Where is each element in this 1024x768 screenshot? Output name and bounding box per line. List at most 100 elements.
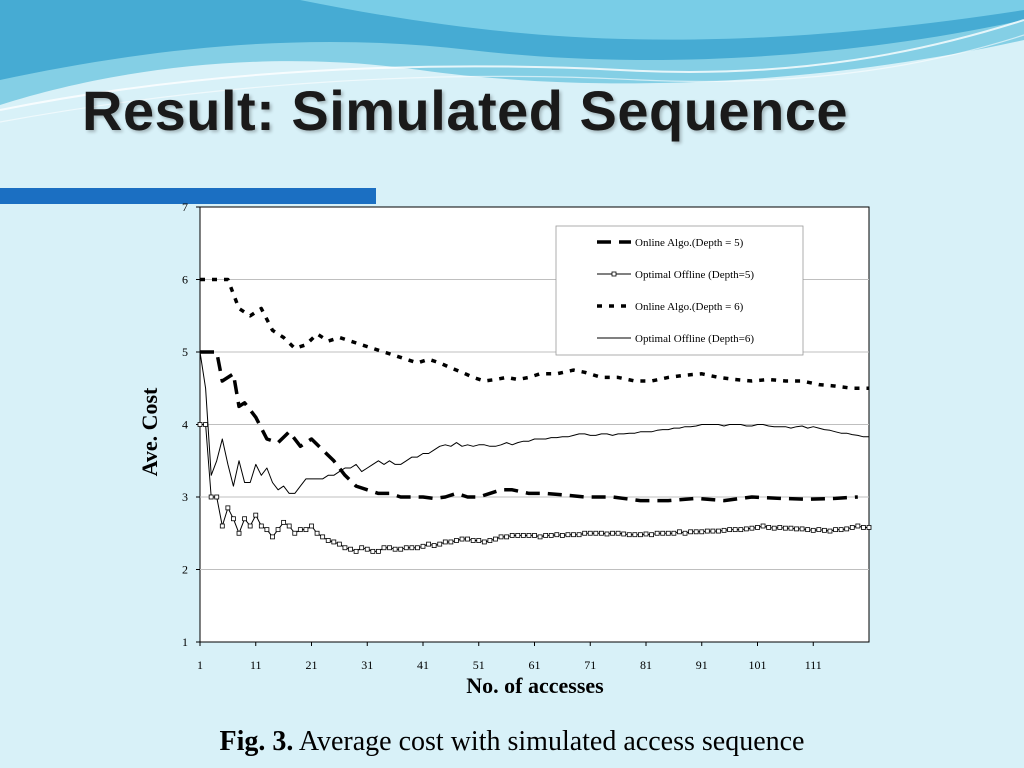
data-point xyxy=(849,525,855,530)
data-point xyxy=(342,545,348,551)
data-point xyxy=(236,530,242,536)
data-point xyxy=(643,531,649,537)
data-point xyxy=(448,539,454,545)
legend-label: Online Algo.(Depth = 5) xyxy=(635,237,744,249)
x-axis-label: No. of accesses xyxy=(466,673,604,698)
caption-text: Average cost with simulated access seque… xyxy=(298,726,805,757)
data-point xyxy=(493,536,498,542)
background-waves xyxy=(0,0,1024,123)
data-point xyxy=(554,532,560,538)
data-point xyxy=(822,527,827,533)
data-point xyxy=(264,527,270,533)
y-tick-label: 5 xyxy=(182,345,188,359)
data-point xyxy=(320,534,326,540)
data-point xyxy=(682,530,688,536)
data-point xyxy=(420,543,426,549)
x-tick-label: 71 xyxy=(584,658,596,672)
data-point xyxy=(866,525,872,530)
data-point xyxy=(348,546,353,552)
x-tick-label: 11 xyxy=(250,658,262,672)
data-point xyxy=(827,528,833,534)
data-point xyxy=(660,530,666,536)
figure-caption: Fig. 3. Average cost with simulated acce… xyxy=(0,726,1024,758)
data-point xyxy=(281,519,287,525)
data-point xyxy=(465,536,471,542)
x-tick-label: 111 xyxy=(805,658,822,672)
data-point xyxy=(431,543,437,548)
data-point xyxy=(515,533,521,538)
data-point xyxy=(214,494,220,500)
data-point xyxy=(387,545,392,551)
data-point xyxy=(671,530,677,536)
data-point xyxy=(743,526,749,532)
data-point xyxy=(392,546,398,552)
data-point xyxy=(504,534,510,540)
data-point xyxy=(498,534,504,540)
legend-swatches xyxy=(597,240,631,339)
data-point xyxy=(526,533,532,538)
data-point xyxy=(721,527,727,533)
y-tick-labels: 1 2 3 4 5 6 7 xyxy=(182,200,200,649)
data-point xyxy=(442,539,448,545)
data-point xyxy=(470,538,476,543)
y-tick-label: 4 xyxy=(182,418,188,432)
data-point xyxy=(844,526,850,532)
x-tick-label: 91 xyxy=(696,658,708,672)
data-point xyxy=(364,546,370,552)
title-accent-bar xyxy=(0,188,376,204)
data-point xyxy=(543,533,549,538)
data-point xyxy=(520,533,526,538)
data-point xyxy=(565,532,571,538)
data-point xyxy=(599,530,604,536)
data-point xyxy=(777,525,783,530)
series-line xyxy=(199,351,869,494)
y-tick-label: 3 xyxy=(182,490,188,504)
x-tick-label: 21 xyxy=(306,658,318,672)
legend-marker xyxy=(611,271,617,277)
data-point xyxy=(638,532,643,538)
legend-label: Online Algo.(Depth = 6) xyxy=(635,301,744,313)
data-point xyxy=(861,525,866,530)
x-tick-label: 81 xyxy=(640,658,652,672)
data-point xyxy=(398,546,404,552)
data-point xyxy=(738,527,744,533)
data-point xyxy=(325,538,331,543)
data-point xyxy=(303,527,309,533)
data-point xyxy=(727,527,733,533)
data-point xyxy=(755,525,760,530)
legend-box xyxy=(555,225,804,356)
series-lines xyxy=(197,277,872,554)
data-point xyxy=(403,545,409,551)
data-point xyxy=(699,529,705,535)
data-point xyxy=(732,527,738,533)
data-point xyxy=(576,532,582,538)
data-point xyxy=(242,516,248,522)
y-tick-label: 1 xyxy=(182,635,188,649)
data-point xyxy=(297,527,303,533)
data-point xyxy=(782,525,788,531)
data-point xyxy=(838,527,844,533)
data-point xyxy=(532,533,537,538)
x-tick-labels: 1 11 21 31 41 51 61 71 81 91 101 111 xyxy=(197,642,822,672)
data-point xyxy=(621,531,627,537)
data-point xyxy=(225,505,231,511)
data-point xyxy=(203,422,208,427)
data-point xyxy=(654,530,660,536)
data-point xyxy=(604,531,610,537)
data-point xyxy=(258,523,264,529)
data-point xyxy=(353,548,359,554)
data-point xyxy=(309,523,314,529)
y-tick-label: 7 xyxy=(182,200,188,214)
data-point xyxy=(571,532,576,538)
data-point xyxy=(487,538,493,543)
data-point xyxy=(275,527,281,533)
data-point xyxy=(370,548,376,554)
legend: Online Algo.(Depth = 5) Optimal Offline … xyxy=(555,225,804,356)
data-point xyxy=(760,523,766,529)
data-point xyxy=(459,536,465,542)
y-tick-label: 2 xyxy=(182,563,188,577)
data-point xyxy=(454,538,459,543)
data-point xyxy=(476,538,482,543)
data-point xyxy=(771,525,777,531)
